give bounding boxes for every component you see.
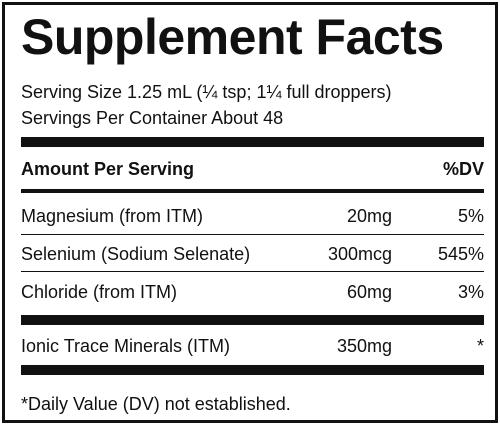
divider-thick-top <box>21 137 484 147</box>
column-header-row: Amount Per Serving %DV <box>21 157 484 185</box>
divider-thick-bottom <box>21 365 484 375</box>
row-divider <box>21 234 484 235</box>
nutrient-dv: 5% <box>457 206 484 226</box>
ingredient-row-ionic-trace-minerals: Ionic Trace Minerals (ITM) 350mg * <box>21 327 484 363</box>
nutrient-row-selenium: Selenium (Sodium Selenate) 300mcg 545% <box>21 235 484 271</box>
servings-per-container: Servings Per Container About 48 <box>21 108 284 128</box>
panel-title: Supplement Facts <box>21 9 444 65</box>
ingredient-name: Ionic Trace Minerals (ITM) <box>21 336 231 356</box>
nutrient-name: Selenium (Sodium Selenate) <box>21 244 251 264</box>
nutrient-dv: 3% <box>457 282 484 302</box>
header-divider <box>21 189 484 193</box>
dv-header: %DV <box>442 159 484 179</box>
nutrient-row-chloride: Chloride (from ITM) 60mg 3% <box>21 273 484 309</box>
nutrient-row-magnesium: Magnesium (from ITM) 20mg 5% <box>21 197 484 233</box>
footnote: *Daily Value (DV) not established. <box>21 394 291 414</box>
nutrient-amount: 20mg <box>346 206 392 226</box>
nutrient-amount: 300mcg <box>327 244 392 264</box>
ingredient-dv: * <box>476 336 484 356</box>
nutrient-amount: 60mg <box>346 282 392 302</box>
nutrient-dv: 545% <box>437 244 484 264</box>
row-divider <box>21 271 484 272</box>
ingredient-amount: 350mg <box>336 336 392 356</box>
nutrient-name: Magnesium (from ITM) <box>21 206 204 226</box>
amount-per-serving-header: Amount Per Serving <box>21 159 195 179</box>
serving-size: Serving Size 1.25 mL (¼ tsp; 1¼ full dro… <box>21 82 392 102</box>
divider-thick-middle <box>21 315 484 325</box>
nutrient-name: Chloride (from ITM) <box>21 282 178 302</box>
